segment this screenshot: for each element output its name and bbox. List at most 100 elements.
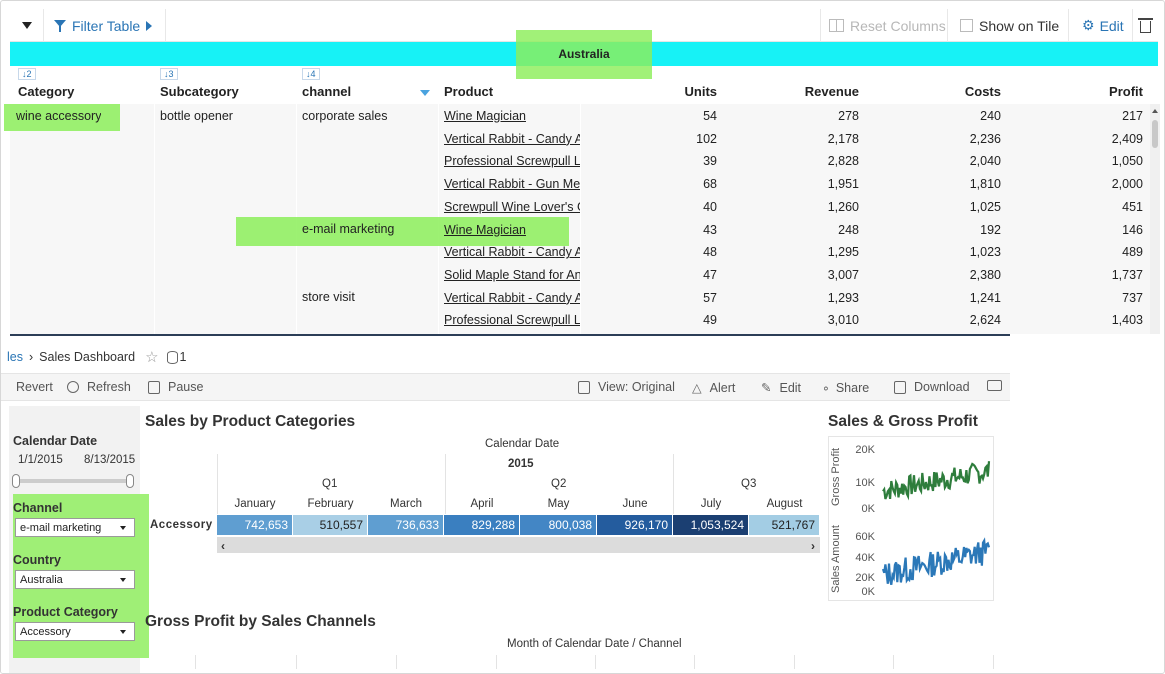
cell-product-link[interactable]: Vertical Rabbit - Gun Metal xyxy=(444,177,580,192)
share-button[interactable]: ∘ Share xyxy=(822,380,869,396)
scroll-up-icon[interactable] xyxy=(1152,109,1158,113)
comment-button[interactable] xyxy=(987,380,1002,391)
column-header-category[interactable]: Category xyxy=(18,84,75,99)
data-table: ↓2 ↓3 ↓4 Category Subcategory channel Pr… xyxy=(4,66,1150,334)
cell-profit: 451 xyxy=(1122,199,1143,214)
datasource-icon[interactable] xyxy=(166,350,178,364)
scroll-right-icon[interactable]: › xyxy=(811,539,815,553)
heatmap-cell[interactable]: 521,767 xyxy=(749,515,819,535)
grid-line xyxy=(445,454,446,514)
column-header-units[interactable]: Units xyxy=(684,84,718,99)
date-slider-track[interactable] xyxy=(15,479,133,483)
column-header-product[interactable]: Product xyxy=(444,84,494,99)
expand-right-icon xyxy=(146,20,153,31)
cell-profit: 489 xyxy=(1122,245,1143,260)
refresh-button[interactable]: Refresh xyxy=(67,380,131,394)
cell-product-link[interactable]: Vertical Rabbit - Candy Apple xyxy=(444,131,580,146)
cell-product-link[interactable]: Screwpull Wine Lover's Gift xyxy=(444,199,580,214)
sales-amount-sparkline xyxy=(881,537,991,586)
month-label: April xyxy=(470,498,494,510)
sort-order-badge[interactable]: ↓3 xyxy=(160,68,178,80)
quarter-label: Q3 xyxy=(741,478,757,490)
favorite-star-icon[interactable]: ☆ xyxy=(145,349,159,366)
caret-down-icon xyxy=(21,22,32,29)
collapse-button[interactable] xyxy=(10,9,44,42)
sort-order-badge[interactable]: ↓4 xyxy=(302,68,320,80)
download-button[interactable]: Download xyxy=(894,380,970,394)
reset-columns-button[interactable]: Reset Columns xyxy=(820,9,948,42)
cell-costs: 2,624 xyxy=(969,313,1001,328)
axis-tick: 40K xyxy=(855,552,875,564)
column-header-profit[interactable]: Profit xyxy=(1109,84,1143,99)
heatmap-scrollbar[interactable]: ‹ › xyxy=(217,537,820,553)
heatmap-cell[interactable]: 800,038 xyxy=(520,515,596,535)
grid-line xyxy=(893,655,894,669)
date-slider-end-handle[interactable] xyxy=(126,474,134,488)
download-icon xyxy=(894,380,906,394)
product-category-select[interactable]: Accessory xyxy=(15,622,135,641)
channel-select-value: e-mail marketing xyxy=(20,522,102,534)
country-label: Country xyxy=(13,553,61,567)
share-icon: ∘ xyxy=(822,381,830,395)
breadcrumb: les › Sales Dashboard ☆ 1 xyxy=(7,348,186,366)
breadcrumb-link[interactable]: les xyxy=(7,350,23,364)
column-header-subcategory[interactable]: Subcategory xyxy=(160,84,239,99)
cell-units: 102 xyxy=(696,131,717,146)
grid-line xyxy=(673,454,674,514)
cell-revenue: 248 xyxy=(838,222,859,237)
funnel-icon xyxy=(54,19,66,32)
column-header-revenue[interactable]: Revenue xyxy=(804,84,859,99)
sales-amount-series xyxy=(881,537,991,586)
table-scrollbar[interactable] xyxy=(1150,104,1160,334)
cell-product-link[interactable]: Vertical Rabbit - Candy Apple xyxy=(444,290,580,305)
month-label: January xyxy=(234,498,276,510)
cell-product-link[interactable]: Professional Screwpull Lever xyxy=(444,154,580,169)
scroll-thumb[interactable] xyxy=(1152,120,1158,148)
heatmap-cell[interactable]: 736,633 xyxy=(368,515,443,535)
filter-table-button[interactable]: Filter Table xyxy=(44,9,166,42)
cell-subcategory: bottle opener xyxy=(160,109,233,123)
scroll-left-icon[interactable]: ‹ xyxy=(221,539,225,553)
channel-select[interactable]: e-mail marketing xyxy=(15,518,135,537)
cell-product-link[interactable]: Solid Maple Stand for Antique xyxy=(444,267,580,282)
show-on-tile-toggle[interactable]: Show on Tile xyxy=(948,9,1069,42)
country-select[interactable]: Australia xyxy=(15,570,135,589)
edit-dashboard-button[interactable]: ✎ Edit xyxy=(761,380,801,396)
heatmap-cell[interactable]: 742,653 xyxy=(217,515,292,535)
month-label: July xyxy=(700,498,722,510)
cell-costs: 1,241 xyxy=(969,290,1001,305)
revert-button[interactable]: Revert xyxy=(16,380,53,394)
month-label: May xyxy=(547,498,570,510)
cell-costs: 1,810 xyxy=(969,177,1001,192)
alert-button[interactable]: △ Alert xyxy=(692,380,736,396)
product-category-select-value: Accessory xyxy=(20,626,71,638)
cell-product-link[interactable]: Wine Magician xyxy=(444,222,526,237)
cell-product-link[interactable]: Professional Screwpull Lever xyxy=(444,313,580,328)
heatmap-cell[interactable]: 926,170 xyxy=(597,515,672,535)
edit-button[interactable]: ⚙ Edit xyxy=(1069,9,1133,42)
axis-tick: 20K xyxy=(855,444,875,456)
view-original-button[interactable]: View: Original xyxy=(578,380,675,394)
view-original-label: View: Original xyxy=(598,380,675,394)
cell-revenue: 2,828 xyxy=(827,154,859,169)
heatmap-cell[interactable]: 1,053,524 xyxy=(673,515,748,535)
heatmap-header: Calendar Date xyxy=(485,438,560,450)
axis-tick: 10K xyxy=(855,477,875,489)
cell-channel: corporate sales xyxy=(302,109,388,123)
country-select-value: Australia xyxy=(20,574,63,586)
cell-units: 54 xyxy=(703,109,717,123)
date-slider-start-handle[interactable] xyxy=(12,474,20,488)
column-header-costs[interactable]: Costs xyxy=(964,84,1001,99)
alert-label: Alert xyxy=(709,380,736,395)
breadcrumb-current: Sales Dashboard xyxy=(39,350,136,364)
column-header-channel[interactable]: channel xyxy=(302,84,352,99)
heatmap-cell[interactable]: 510,557 xyxy=(293,515,367,535)
cell-units: 57 xyxy=(703,290,717,305)
pause-button[interactable]: Pause xyxy=(148,380,203,394)
cell-product-link[interactable]: Vertical Rabbit - Candy Apple xyxy=(444,245,580,260)
heatmap-cell[interactable]: 829,288 xyxy=(444,515,519,535)
column-filter-icon[interactable] xyxy=(420,90,430,96)
cell-product-link[interactable]: Wine Magician xyxy=(444,109,526,123)
delete-button[interactable] xyxy=(1133,9,1158,42)
sort-order-badge[interactable]: ↓2 xyxy=(18,68,36,80)
